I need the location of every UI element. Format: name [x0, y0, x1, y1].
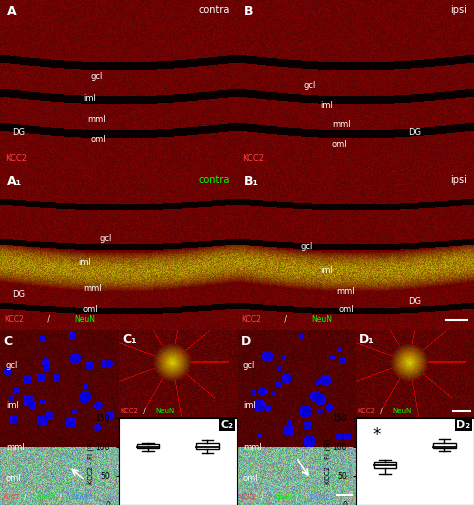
- Text: KCC2: KCC2: [2, 494, 20, 500]
- Text: DG: DG: [12, 290, 25, 299]
- FancyBboxPatch shape: [433, 443, 456, 448]
- Text: B₁: B₁: [244, 175, 259, 188]
- Text: mml: mml: [332, 120, 350, 129]
- Text: A: A: [7, 5, 17, 18]
- FancyBboxPatch shape: [137, 444, 159, 448]
- Text: C₁: C₁: [122, 333, 137, 345]
- Text: NeuN: NeuN: [74, 315, 95, 324]
- Text: /: /: [259, 494, 266, 500]
- Text: gcl: gcl: [243, 361, 255, 370]
- Y-axis label: KCC2 - FI (%): KCC2 - FI (%): [88, 438, 94, 484]
- Text: oml: oml: [243, 474, 258, 483]
- Text: KCC2: KCC2: [121, 408, 139, 414]
- Text: KCC2: KCC2: [5, 154, 27, 163]
- Text: contra: contra: [199, 5, 230, 15]
- Text: DG: DG: [408, 128, 420, 137]
- Text: ipsi: ipsi: [450, 175, 467, 185]
- Text: mml: mml: [88, 115, 106, 124]
- Text: KCC2: KCC2: [242, 315, 262, 324]
- Text: mml: mml: [243, 443, 262, 452]
- Text: iml: iml: [243, 401, 256, 410]
- Text: mml: mml: [83, 284, 101, 293]
- Text: oml: oml: [332, 140, 347, 149]
- Text: /: /: [378, 408, 385, 414]
- Text: DG: DG: [12, 128, 25, 137]
- Text: iml: iml: [320, 101, 333, 110]
- Text: /: /: [282, 315, 289, 324]
- Text: /: /: [141, 408, 148, 414]
- Text: KCC2: KCC2: [242, 154, 264, 163]
- Text: DG: DG: [408, 297, 420, 306]
- Text: gcl: gcl: [301, 242, 313, 251]
- Text: D: D: [240, 335, 251, 348]
- Text: gcl: gcl: [100, 234, 112, 243]
- FancyBboxPatch shape: [196, 443, 219, 449]
- Text: *: *: [373, 426, 381, 444]
- Text: KCC2: KCC2: [358, 408, 376, 414]
- Text: Draq5: Draq5: [309, 494, 329, 500]
- FancyBboxPatch shape: [374, 463, 396, 468]
- Text: B: B: [244, 5, 254, 18]
- Text: mml: mml: [337, 287, 355, 296]
- Text: gcl: gcl: [90, 72, 102, 81]
- Text: /: /: [57, 494, 64, 500]
- Y-axis label: KCC2 - FI (%): KCC2 - FI (%): [325, 438, 331, 484]
- Text: NeuN: NeuN: [392, 408, 412, 414]
- Text: KCC2: KCC2: [5, 315, 25, 324]
- Text: oml: oml: [339, 305, 355, 314]
- Text: oml: oml: [90, 135, 106, 144]
- Text: NeuN: NeuN: [274, 494, 292, 500]
- Text: Draq5: Draq5: [72, 494, 92, 500]
- Text: KCC2: KCC2: [239, 494, 257, 500]
- Text: D₁: D₁: [359, 333, 375, 345]
- Text: contra: contra: [199, 175, 230, 185]
- Text: oml: oml: [6, 474, 21, 483]
- Text: C₂: C₂: [220, 420, 233, 430]
- Text: A₁: A₁: [7, 175, 22, 188]
- Text: oml: oml: [83, 305, 99, 314]
- Text: /: /: [45, 315, 52, 324]
- Text: NeuN: NeuN: [37, 494, 55, 500]
- Text: gcl: gcl: [303, 80, 316, 89]
- Text: NeuN: NeuN: [155, 408, 175, 414]
- Text: iml: iml: [6, 401, 19, 410]
- Text: iml: iml: [320, 266, 333, 275]
- Text: /: /: [294, 494, 301, 500]
- Text: gcl: gcl: [6, 361, 18, 370]
- Text: ipsi: ipsi: [450, 5, 467, 15]
- Text: D₂: D₂: [456, 420, 470, 430]
- Text: NeuN: NeuN: [311, 315, 332, 324]
- Text: /: /: [22, 494, 29, 500]
- Text: mml: mml: [6, 443, 25, 452]
- Text: iml: iml: [78, 258, 91, 267]
- Text: iml: iml: [83, 94, 96, 103]
- Text: C: C: [3, 335, 13, 348]
